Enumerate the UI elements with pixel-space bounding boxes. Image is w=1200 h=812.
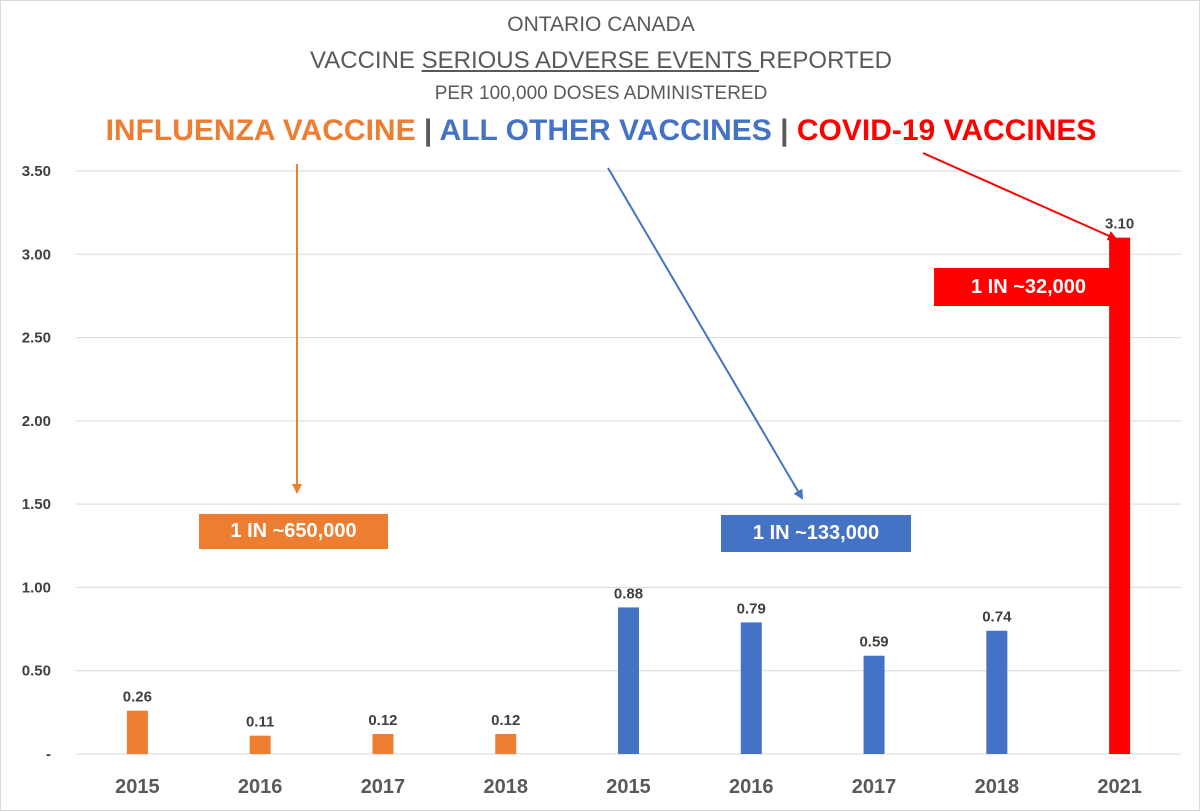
- chart-title-line2: VACCINE SERIOUS ADVERSE EVENTS REPORTED: [1, 47, 1200, 75]
- title-line2-underlined: SERIOUS ADVERSE EVENTS: [421, 47, 760, 74]
- x-tick-label: 2018: [975, 776, 1020, 798]
- bar-other: [863, 655, 885, 754]
- y-tick-label: 1.50: [22, 496, 51, 513]
- bar-other: [986, 630, 1008, 754]
- bars: [126, 237, 1131, 755]
- data-label: 0.59: [859, 634, 888, 651]
- legend-separator: |: [415, 114, 440, 147]
- x-tick-label: 2016: [238, 776, 283, 798]
- data-label: 0.79: [737, 600, 766, 617]
- data-labels: 0.26 0.11 0.12 0.12 0.88 0.79 0.59 0.74 3.10: [123, 216, 1134, 731]
- data-label: 0.12: [491, 712, 520, 729]
- y-tick-label: -: [46, 746, 51, 763]
- bar-covid: [1109, 237, 1131, 755]
- data-label: 0.74: [982, 609, 1012, 626]
- x-tick-label: 2015: [115, 776, 160, 798]
- data-label: 0.88: [614, 585, 643, 602]
- bar-influenza: [249, 735, 271, 754]
- arrow-covid: [922, 152, 1118, 241]
- x-tick-label: 2015: [606, 776, 651, 798]
- data-label: 3.10: [1105, 216, 1134, 233]
- data-label: 0.11: [246, 714, 274, 731]
- y-tick-label: 3.50: [22, 163, 51, 180]
- callout-influenza-ratio: 1 IN ~650,000: [199, 514, 388, 549]
- legend-separator: |: [771, 114, 797, 147]
- legend: INFLUENZA VACCINE | ALL OTHER VACCINES |…: [1, 114, 1200, 148]
- bar-other: [618, 607, 639, 754]
- x-tick-label: 2017: [852, 776, 897, 798]
- title-line2-suffix: REPORTED: [759, 47, 892, 74]
- callout-other-vaccines-ratio: 1 IN ~133,000: [721, 515, 911, 552]
- y-tick-label: 2.50: [22, 330, 51, 347]
- y-tick-label: 0.50: [22, 663, 51, 680]
- legend-other-vaccines: ALL OTHER VACCINES: [439, 114, 772, 147]
- x-tick-label: 2021: [1097, 776, 1142, 798]
- y-axis-ticks: - 0.50 1.00 1.50 2.00 2.50 3.00 3.50: [22, 163, 51, 763]
- arrows: [292, 152, 1118, 500]
- callout-covid-ratio: 1 IN ~32,000: [934, 268, 1123, 306]
- legend-covid: COVID-19 VACCINES: [796, 114, 1097, 147]
- x-tick-label: 2018: [483, 776, 528, 798]
- chart-title-line3: PER 100,000 DOSES ADMINISTERED: [434, 83, 768, 104]
- bar-other: [740, 622, 762, 754]
- y-tick-label: 2.00: [22, 413, 51, 430]
- chart-title-line1: ONTARIO CANADA: [507, 13, 695, 36]
- x-tick-label: 2017: [361, 776, 406, 798]
- data-label: 0.12: [368, 712, 397, 729]
- bar-influenza: [126, 710, 148, 754]
- y-tick-label: 3.00: [22, 246, 51, 263]
- bar-influenza: [495, 734, 517, 754]
- title-line2-prefix: VACCINE: [310, 47, 422, 74]
- arrow-other-vaccines: [607, 167, 804, 500]
- y-tick-label: 1.00: [22, 579, 51, 596]
- data-label: 0.26: [123, 689, 152, 706]
- x-axis-ticks: 2015 2016 2017 2018 2015 2016 2017 2018 2021: [115, 776, 1142, 798]
- x-tick-label: 2016: [729, 776, 774, 798]
- bar-influenza: [372, 734, 394, 754]
- legend-influenza: INFLUENZA VACCINE: [105, 114, 416, 147]
